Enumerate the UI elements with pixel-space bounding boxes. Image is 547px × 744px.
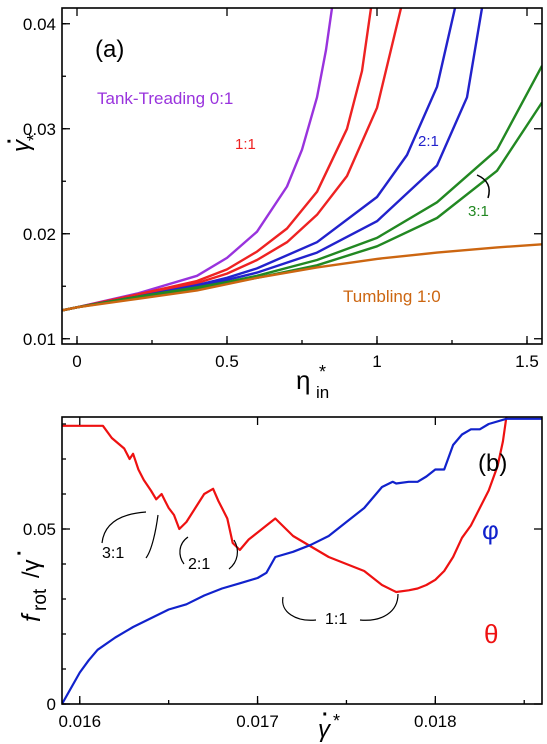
annotation-1-1-b-left: [282, 596, 317, 621]
annotation-2-1-b-bracket: [179, 536, 189, 565]
xtick-label-b: 0.017: [236, 712, 279, 731]
annotation-theta: θ: [484, 619, 498, 649]
xtick-label-a: 1: [372, 352, 381, 371]
svg-text:*: *: [24, 134, 44, 141]
panel-a-ylabel: γ * ·: [0, 134, 44, 152]
annotation-2-1-b-tick: [228, 539, 239, 570]
svg-text:f: f: [16, 612, 46, 622]
xtick-label-a: 1.5: [515, 352, 539, 371]
panel-a-xlabel: η * in: [296, 362, 329, 402]
ytick-label-a: 0.02: [23, 225, 56, 244]
panel-b-xlabel: γ · *: [318, 704, 340, 743]
series-line-b-0: [62, 417, 508, 594]
annotation-3-1: 3:1: [468, 203, 489, 220]
annotation-phi: φ: [482, 515, 499, 545]
svg-text:η: η: [296, 365, 310, 395]
panel-a: 0 0.5 1 1.5 0.01 0.02 0.03 0.04 (a) Tank-Treadi…: [0, 7, 543, 402]
annotation-3-1-b-bracket: [101, 511, 147, 544]
panel-b-label: (b): [478, 450, 507, 477]
series-line-a-4: [62, 8, 484, 312]
annotation-2-1: 2:1: [418, 133, 439, 150]
xtick-label-b: 0.018: [414, 712, 457, 731]
svg-text:·: ·: [0, 137, 21, 144]
ytick-label-a: 0.03: [23, 120, 56, 139]
svg-text:/γ: /γ: [18, 559, 45, 578]
annotation-1-1-b-right: [359, 593, 399, 621]
svg-text:γ: γ: [318, 716, 332, 743]
xtick-label-a: 0.5: [215, 352, 239, 371]
annotation-tumbling: Tumbling 1:0: [343, 287, 441, 306]
annotation-tank-treading: Tank-Treading 0:1: [97, 89, 233, 108]
xtick-label-b: 0.016: [59, 712, 102, 731]
svg-text:*: *: [319, 362, 326, 382]
ytick-label-a: 0.01: [23, 330, 56, 349]
svg-text:rot: rot: [30, 588, 51, 611]
svg-text:γ: γ: [8, 138, 35, 152]
annotation-3-1-b: 3:1: [102, 545, 124, 562]
annotation-1-1: 1:1: [235, 136, 256, 153]
svg-text:·: ·: [9, 549, 31, 556]
panel-b-frame: [61, 416, 543, 705]
series-line-a-7: [62, 243, 542, 312]
svg-text:*: *: [333, 711, 340, 731]
annotation-2-1-b: 2:1: [188, 556, 210, 573]
xtick-label-a: 0: [72, 352, 81, 371]
ytick-label-b: 0: [47, 695, 56, 714]
annotation-3-1-b-tick: [145, 514, 159, 559]
svg-text:in: in: [316, 383, 329, 402]
ytick-label-b: 0.05: [23, 520, 56, 539]
svg-text:·: ·: [322, 704, 329, 726]
panel-b-ylabel: f rot /γ ·: [9, 549, 51, 622]
ytick-label-a: 0.04: [23, 15, 56, 34]
annotation-1-1-b: 1:1: [325, 611, 347, 628]
panel-a-label: (a): [95, 36, 124, 63]
series-line-b-1: [62, 417, 542, 704]
panel-b: 0.016 0.017 0.018 0 0.05 (b) 3:1 2:1 1:1 φ θ…: [9, 416, 543, 743]
annotation-3-1-bracket: [476, 174, 490, 199]
